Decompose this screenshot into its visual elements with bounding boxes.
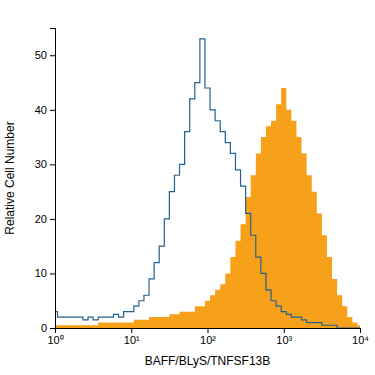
- x-tick-label: 10¹: [124, 334, 140, 346]
- x-tick: 10¹: [124, 328, 140, 346]
- x-tick-mark: [131, 328, 132, 333]
- y-tick: 30: [35, 158, 55, 170]
- x-tick: 10³: [276, 328, 292, 346]
- y-tick: 10: [35, 267, 55, 279]
- series-group: [55, 39, 360, 328]
- x-tick: 10⁴: [352, 328, 369, 346]
- y-tick-mark: [50, 273, 55, 274]
- y-tick: 0: [41, 322, 55, 334]
- plot: 10⁰ 10¹ 10² 10³ 10⁴ 0 10 20 30 40 50: [35, 29, 370, 346]
- x-tick: 10⁰: [47, 328, 63, 346]
- x-tick-label: 10⁰: [47, 334, 63, 346]
- y-axis: 0 10 20 30 40 50: [35, 29, 56, 335]
- y-tick: 50: [35, 49, 55, 61]
- x-axis-title: BAFF/BLyS/TNFSF13B: [145, 354, 271, 368]
- y-tick-label: 50: [35, 49, 47, 61]
- x-tick-mark: [208, 328, 209, 333]
- y-tick-mark: [50, 164, 55, 165]
- y-tick-mark: [50, 328, 55, 329]
- y-axis-line: [50, 29, 56, 329]
- histogram-area: [55, 88, 360, 328]
- y-tick-label: 40: [35, 104, 47, 116]
- y-tick-mark: [50, 219, 55, 220]
- histogram-line: [55, 39, 360, 328]
- x-tick-label: 10²: [200, 334, 216, 346]
- y-tick: 20: [35, 213, 55, 225]
- y-axis-title: Relative Cell Number: [3, 121, 17, 234]
- x-tick-mark: [284, 328, 285, 333]
- y-tick: 40: [35, 104, 55, 116]
- x-tick-mark: [360, 328, 361, 333]
- x-tick-label: 10³: [276, 334, 292, 346]
- chart: 10⁰ 10¹ 10² 10³ 10⁴ 0 10 20 30 40 50 BAFF/BLyS/TNFS…: [0, 0, 375, 375]
- y-tick-label: 30: [35, 158, 47, 170]
- x-axis-line: [56, 329, 361, 334]
- y-tick-mark: [50, 55, 55, 56]
- y-tick-label: 10: [35, 267, 47, 279]
- x-tick: 10²: [200, 328, 216, 346]
- y-tick-label: 0: [41, 322, 47, 334]
- y-tick-mark: [50, 110, 55, 111]
- x-tick-label: 10⁴: [352, 334, 369, 346]
- y-tick-label: 20: [35, 213, 47, 225]
- x-axis: 10⁰ 10¹ 10² 10³ 10⁴: [47, 328, 369, 346]
